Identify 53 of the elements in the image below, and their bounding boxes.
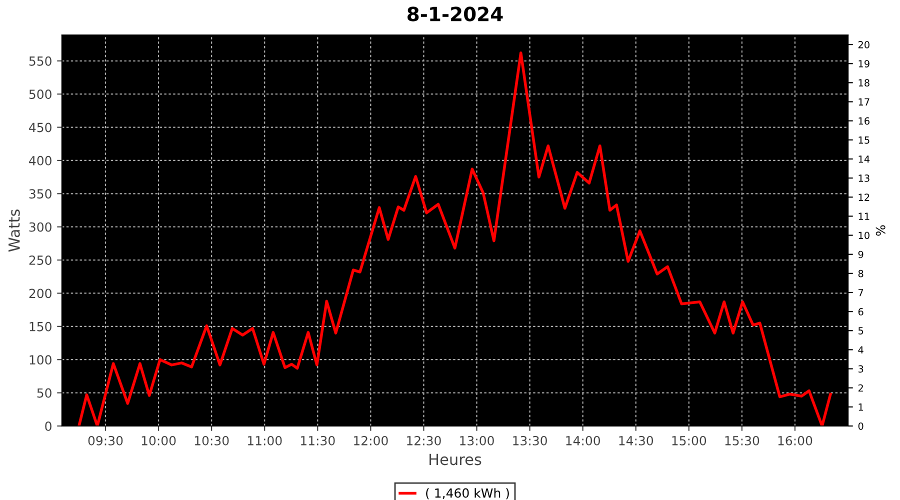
x-tick-label: 10:00 bbox=[142, 436, 176, 446]
x-tick-label: 13:30 bbox=[513, 436, 547, 446]
x-axis-title: Heures bbox=[430, 454, 482, 466]
y-tick-label: 500 bbox=[29, 90, 52, 100]
legend-label: ( 1,460 kWh ) bbox=[426, 488, 509, 500]
x-tick-label: 10:30 bbox=[194, 436, 229, 446]
y2-tick-label: 7 bbox=[858, 289, 864, 296]
x-tick-label: 09:30 bbox=[88, 436, 123, 446]
y2-tick-label: 1 bbox=[858, 404, 864, 411]
x-tick-label: 11:00 bbox=[248, 436, 282, 446]
y-tick-label: 100 bbox=[30, 355, 52, 365]
y-tick-label: 250 bbox=[29, 256, 52, 265]
x-tick-label: 14:30 bbox=[619, 436, 654, 446]
x-tick-label: 15:00 bbox=[672, 436, 706, 446]
y2-tick-label: 15 bbox=[858, 136, 870, 144]
y2-tick-label: 20 bbox=[858, 41, 870, 48]
x-tick-label: 13:00 bbox=[460, 436, 494, 446]
y2-tick-label: 12 bbox=[858, 194, 870, 201]
y-tick-label: 550 bbox=[29, 56, 52, 66]
y2-tick-label: 3 bbox=[858, 365, 864, 373]
x-tick-label: 11:30 bbox=[300, 436, 335, 446]
chart-title: 8-1-2024 bbox=[408, 6, 503, 22]
y2-tick-label: 8 bbox=[858, 270, 864, 278]
y-axis-title: Watts bbox=[8, 210, 20, 252]
y2-tick-label: 10 bbox=[858, 232, 870, 240]
y-tick-label: 0 bbox=[45, 421, 52, 431]
y2-tick-label: 18 bbox=[858, 79, 870, 87]
y2-tick-label: 9 bbox=[858, 250, 864, 258]
y-tick-label: 350 bbox=[29, 189, 52, 199]
y2-tick-label: 6 bbox=[858, 308, 864, 316]
y2-tick-label: 2 bbox=[858, 384, 863, 392]
x-tick-label: 12:00 bbox=[354, 436, 388, 446]
x-tick-label: 12:30 bbox=[407, 436, 441, 446]
y2-tick-label: 13 bbox=[858, 174, 870, 182]
y-tick-label: 300 bbox=[29, 222, 52, 232]
y-tick-label: 150 bbox=[30, 322, 52, 332]
y2-tick-label: 4 bbox=[858, 346, 864, 354]
x-tick-label: 15:30 bbox=[725, 436, 760, 446]
y2-tick-label: 0 bbox=[858, 422, 864, 430]
y2-tick-label: 19 bbox=[858, 60, 870, 68]
y2-tick-label: 11 bbox=[858, 212, 870, 220]
y2-tick-label: 14 bbox=[858, 156, 870, 163]
y2-tick-label: 5 bbox=[858, 327, 864, 334]
x-tick-label: 16:00 bbox=[778, 436, 812, 446]
y-tick-label: 50 bbox=[37, 388, 52, 398]
y2-axis-title: % bbox=[876, 225, 886, 236]
line-series bbox=[78, 52, 832, 426]
y2-tick-label: 17 bbox=[858, 98, 870, 106]
y-tick-label: 450 bbox=[29, 122, 52, 132]
y-tick-label: 200 bbox=[29, 288, 52, 298]
x-tick-label: 14:00 bbox=[566, 436, 600, 446]
y2-tick-label: 16 bbox=[858, 117, 870, 125]
y-tick-label: 400 bbox=[29, 156, 52, 166]
